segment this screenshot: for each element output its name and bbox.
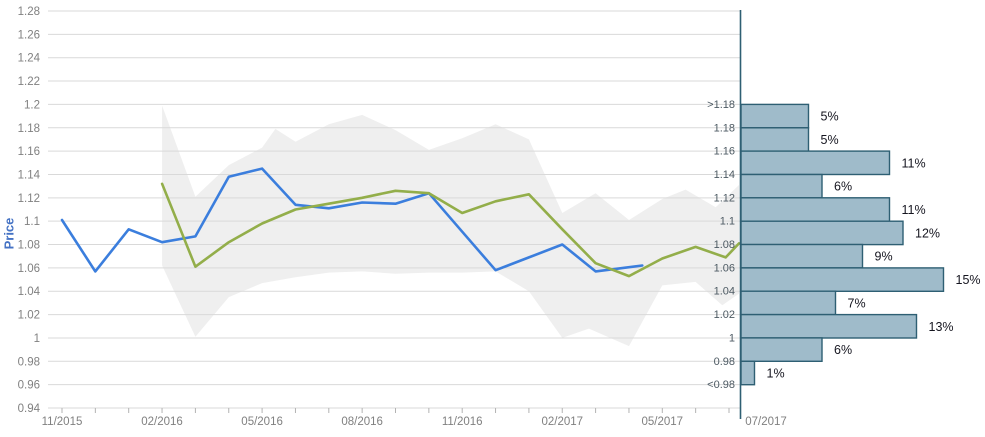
x-axis-tick-label: 08/2016 [341, 416, 383, 428]
histogram-bar [740, 267, 945, 292]
y-axis-tick-label: 1.18 [18, 123, 40, 135]
hist-bin-boundary-label: 1.04 [714, 286, 735, 298]
histogram-pct-label: 13% [929, 320, 954, 334]
y-axis-tick-label: 1 [34, 333, 40, 345]
y-axis-tick-label: 1.02 [18, 310, 40, 322]
x-axis-tick-label: 05/2017 [642, 416, 684, 428]
hist-bin-boundary-label: 1 [729, 332, 735, 344]
y-axis-tick-label: 1.28 [18, 6, 40, 18]
hist-bin-boundary-label: <0.98 [707, 379, 735, 391]
histogram-bar [740, 197, 891, 222]
histogram-bar [740, 220, 904, 246]
y-axis-tick-label: 1.04 [18, 286, 41, 298]
histogram-bar [740, 103, 810, 129]
histogram-pct-label: 11% [902, 156, 926, 170]
hist-bin-boundary-label: 1.1 [720, 216, 735, 228]
forecast-price-line [160, 182, 741, 278]
histogram-pct-label: 5% [821, 133, 839, 147]
histogram-bar [740, 313, 918, 339]
hist-bin-boundary-label: 1.08 [714, 239, 735, 251]
histogram-pct-label: 7% [848, 296, 866, 310]
y-axis-tick-label: 1.08 [18, 240, 40, 252]
x-axis-tick-label: 11/2015 [42, 416, 83, 428]
histogram-bar [740, 337, 823, 362]
histogram-pct-label: 11% [902, 203, 926, 217]
hist-x-label: 07/2017 [745, 416, 787, 428]
histogram-bar [740, 127, 810, 152]
y-axis-tick-label: 1.12 [18, 193, 40, 205]
y-axis-tick-label: 1.14 [18, 169, 41, 181]
histogram-bar [740, 290, 837, 316]
hist-bin-boundary-label: 1.02 [714, 309, 735, 321]
histogram-bar [740, 360, 756, 386]
actual-price-line [60, 167, 644, 273]
y-axis-tick-label: 1.2 [24, 99, 40, 111]
y-axis-tick-label: 1.22 [18, 76, 40, 88]
forecast-confidence-band [162, 105, 740, 347]
histogram-pct-label: 9% [875, 250, 893, 264]
histogram-bar [740, 173, 823, 199]
hist-bin-boundary-label: 1.18 [714, 122, 735, 134]
hist-bin-boundary-label: 1.06 [714, 262, 735, 274]
histogram-pct-label: 15% [956, 273, 981, 287]
y-axis-tick-label: 1.06 [18, 263, 40, 275]
y-axis-tick-label: 1.16 [18, 146, 40, 158]
histogram-pct-label: 6% [834, 180, 852, 194]
x-axis-tick-label: 02/2017 [541, 416, 583, 428]
y-axis-tick-label: 0.94 [18, 403, 41, 415]
histogram-pct-label: 12% [915, 226, 940, 240]
y-axis-tick-label: 1.26 [18, 29, 40, 41]
y-axis-tick-label: 1.1 [24, 216, 40, 228]
y-axis-tick-label: 0.96 [18, 380, 40, 392]
histogram-pct-label: 6% [834, 343, 852, 357]
histogram-bar [740, 150, 891, 176]
hist-bin-boundary-label: 0.98 [714, 356, 735, 368]
hist-bin-boundary-label: >1.18 [707, 99, 735, 111]
hist-bin-boundary-label: 1.14 [714, 169, 735, 181]
hist-bin-boundary-label: 1.16 [714, 146, 735, 158]
hist-bin-boundary-label: 1.12 [714, 192, 735, 204]
x-axis-tick-label: 05/2016 [241, 416, 283, 428]
y-axis-tick-label: 0.98 [18, 356, 40, 368]
y-axis-tick-label: 1.24 [18, 53, 41, 65]
x-axis-tick-label: 02/2016 [141, 416, 183, 428]
histogram-pct-label: 5% [821, 110, 839, 124]
histogram-bar [740, 243, 864, 269]
histogram-pct-label: 1% [767, 366, 785, 380]
x-axis-tick-label: 11/2016 [442, 416, 483, 428]
